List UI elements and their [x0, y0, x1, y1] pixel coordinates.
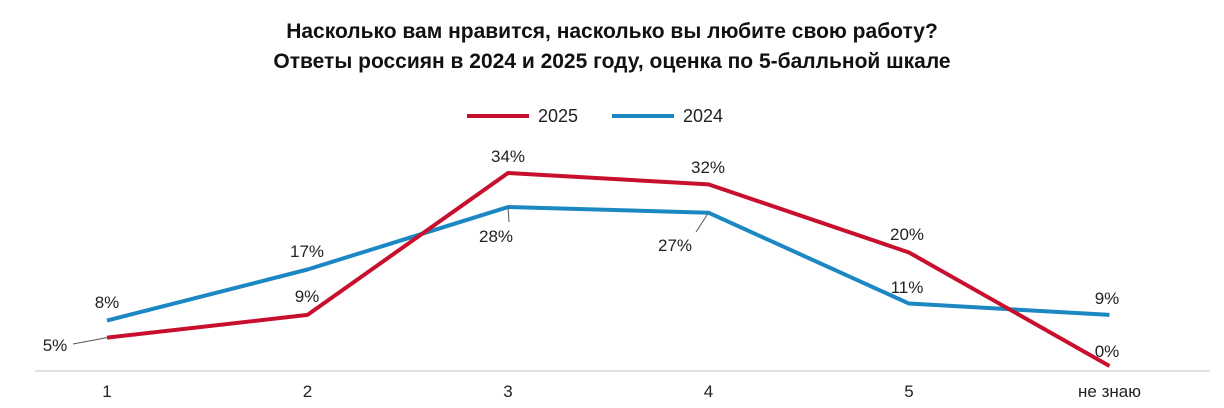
data-label: 0%: [1095, 342, 1120, 361]
x-tick-label: 2: [303, 382, 312, 401]
x-tick-label: 4: [704, 382, 713, 401]
data-label: 34%: [491, 147, 525, 166]
data-label: 32%: [691, 158, 725, 177]
leader-line: [695, 212, 709, 233]
series-line-2025: [106, 171, 1111, 368]
data-label: 8%: [95, 293, 120, 312]
legend-label: 2024: [683, 106, 723, 126]
leader-line: [507, 207, 510, 223]
data-label: 17%: [290, 242, 324, 261]
data-label: 28%: [479, 227, 513, 246]
x-tick-label: не знаю: [1078, 382, 1141, 401]
legend-label: 2025: [538, 106, 578, 126]
x-tick-label: 5: [904, 382, 913, 401]
data-label: 5%: [43, 336, 68, 355]
data-label: 20%: [890, 225, 924, 244]
data-label: 11%: [891, 278, 924, 297]
series-line-2024: [106, 205, 1110, 323]
data-label: 9%: [1095, 289, 1120, 308]
x-tick-label: 1: [102, 382, 111, 401]
data-label: 9%: [295, 287, 320, 306]
data-label: 27%: [658, 236, 692, 255]
chart-title-line-1: Насколько вам нравится, насколько вы люб…: [286, 20, 938, 43]
chart-title-line-2: Ответы россиян в 2024 и 2025 году, оценк…: [273, 50, 951, 73]
x-tick-label: 3: [503, 382, 512, 401]
leader-line: [72, 337, 108, 345]
